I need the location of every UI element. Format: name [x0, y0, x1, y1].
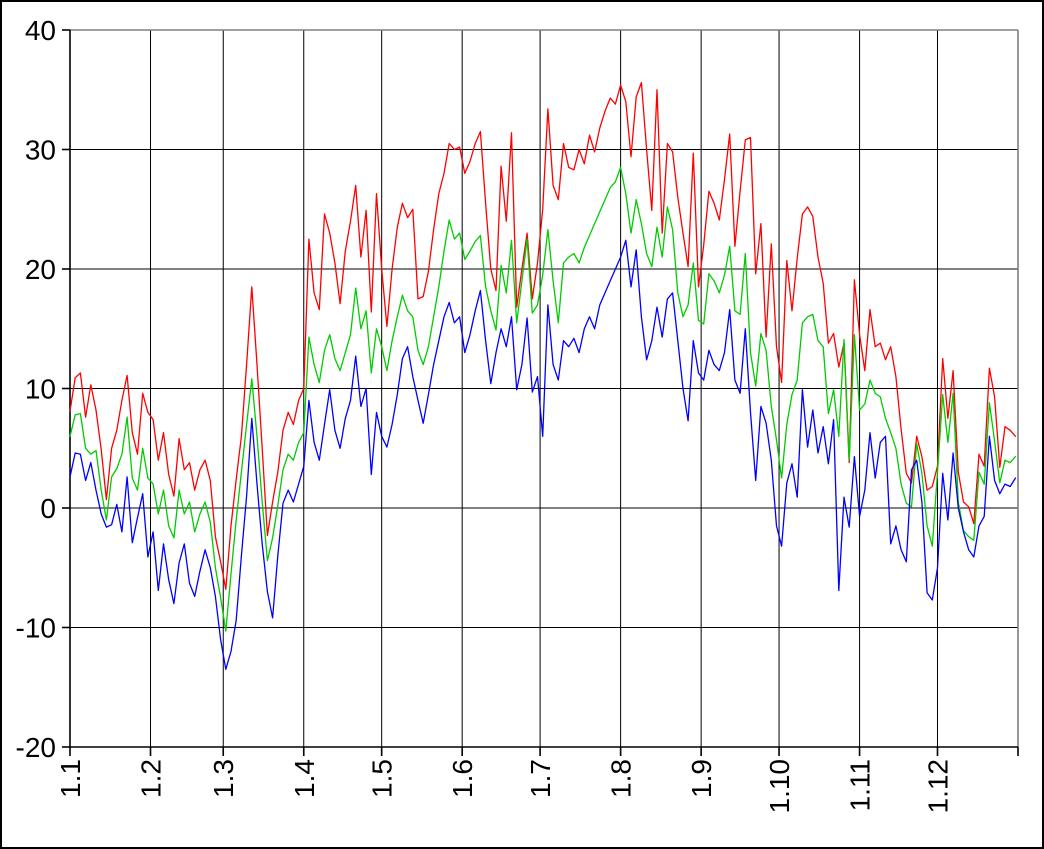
y-tick-label: 20 — [25, 254, 56, 285]
x-tick-label: 1.3 — [208, 759, 239, 798]
x-tick-label: 1.2 — [136, 759, 167, 798]
x-tick-label: 1.8 — [606, 759, 637, 798]
series-red-line — [69, 81, 1017, 590]
x-tick-label: 1.7 — [525, 759, 556, 798]
x-tick-label: 1.12 — [922, 759, 953, 814]
y-tick-label: 30 — [25, 135, 56, 166]
y-tick-label: 40 — [25, 15, 56, 46]
y-tick-label: -10 — [16, 613, 56, 644]
y-tick-label: -20 — [16, 732, 56, 763]
x-tick-label: 1.6 — [447, 759, 478, 798]
series-blue-line — [69, 239, 1017, 670]
y-tick-label: 10 — [25, 374, 56, 405]
x-tick-label: 1.4 — [289, 759, 320, 798]
x-tick-label: 1.10 — [764, 759, 795, 814]
x-tick-label: 1.9 — [686, 759, 717, 798]
series-green-line — [69, 166, 1017, 632]
x-tick-label: 1.11 — [845, 759, 876, 811]
x-tick-label: 1.5 — [367, 759, 398, 798]
y-tick-label: 0 — [40, 493, 56, 524]
x-tick-label: 1.1 — [55, 759, 86, 798]
